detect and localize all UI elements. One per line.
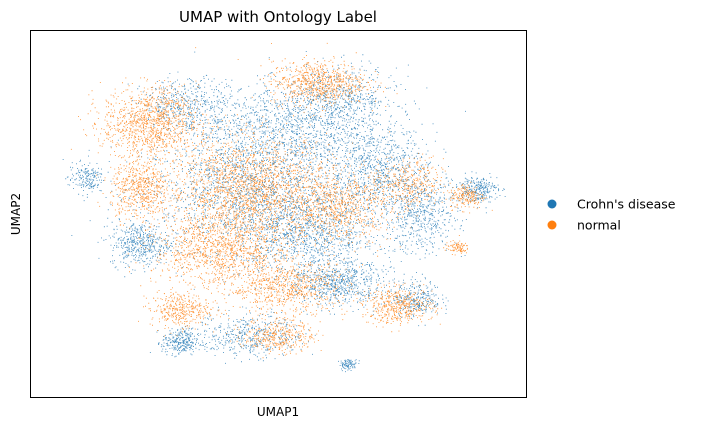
legend-marker-crohns: [547, 199, 557, 209]
legend-label-normal: normal: [577, 218, 621, 233]
legend: Crohn's disease normal: [547, 197, 676, 233]
scatter-point-cloud: [62, 51, 506, 373]
legend-label-crohns: Crohn's disease: [577, 197, 676, 212]
series-crohns-disease-points: [62, 51, 506, 373]
plot-frame: [30, 30, 527, 398]
plot-area: [30, 30, 527, 398]
chart-title: UMAP with Ontology Label: [179, 8, 377, 26]
x-axis-label: UMAP1: [257, 405, 299, 419]
y-axis-label: UMAP2: [9, 193, 23, 235]
legend-marker-normal: [547, 220, 557, 230]
scatter-points: [62, 42, 506, 373]
